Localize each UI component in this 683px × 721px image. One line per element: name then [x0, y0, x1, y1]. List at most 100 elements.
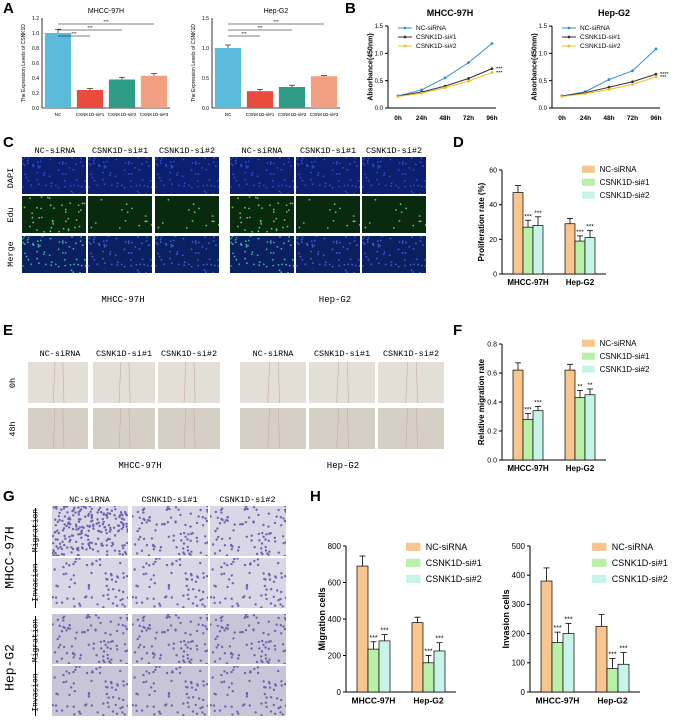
y-tick-label: 100	[512, 659, 526, 668]
e-image-48h-4	[309, 408, 375, 449]
y-axis-label: The Expression Levels of CSNK1D	[191, 24, 197, 102]
g-col-label-si2: CSNK1D-si#2	[219, 495, 276, 505]
panel-label-c: C	[3, 134, 14, 151]
y-tick-label: 200	[512, 629, 526, 638]
legend-label-2: CSNK1D-si#2	[426, 574, 482, 584]
x-tick-label: Hep-G2	[597, 696, 628, 706]
sig-label: **	[577, 383, 583, 390]
series-point-2	[396, 95, 400, 98]
legend-swatch-2	[582, 365, 595, 373]
c-image-merge-0	[22, 236, 86, 273]
g-image-3-0	[52, 666, 128, 716]
x-tick-label: NC	[55, 112, 62, 117]
bar-1-1	[422, 662, 435, 693]
c-image-merge-2	[155, 236, 219, 273]
legend-label-1: CSNK1D-si#1	[426, 558, 482, 568]
c-col-label-si1-mhcc: CSNK1D-si#1	[91, 146, 149, 156]
e-image-48h-3	[240, 408, 306, 449]
x-tick-label: 48h	[439, 115, 450, 122]
c-row-label-edu: Edu	[6, 207, 16, 223]
bar-0-1	[551, 642, 564, 693]
series-point-2	[631, 83, 634, 86]
g-col-label-si1: CSNK1D-si#1	[141, 495, 198, 505]
panel-label-e: E	[3, 322, 14, 339]
y-tick-label: 0.5	[539, 79, 548, 85]
e-col-label-si2-mhcc: CSNK1D-si#2	[160, 349, 218, 359]
y-tick-label: 0	[337, 688, 342, 697]
y-tick-label: 0.5	[375, 79, 384, 85]
g-col-label-nc: NC-siRNA	[69, 495, 110, 505]
legend-label-2: CSNK1D-si#2	[580, 43, 621, 50]
x-tick-label: 48h	[603, 115, 614, 122]
bar-1-0	[411, 622, 424, 693]
chart-title: MHCC-97H	[427, 8, 474, 18]
x-tick-label: 96h	[486, 115, 497, 122]
sig-label: ***	[496, 70, 503, 76]
g-image-1-2	[210, 558, 286, 608]
g-image-2-1	[132, 614, 208, 664]
series-point-0	[467, 61, 470, 65]
c-caption-mhcc: MHCC-97H	[101, 295, 145, 305]
sig-label: ***	[71, 31, 77, 36]
g-cell-label-mhcc: MHCC-97H	[2, 526, 18, 589]
bar-csnk1d-si#1	[76, 90, 104, 108]
y-tick-label: 0.2	[32, 91, 39, 97]
y-tick-label: 400	[512, 571, 526, 580]
y-axis-label: Proliferation rate (%)	[477, 182, 486, 261]
e-col-label-nc-mhcc: NC-siRNA	[39, 349, 81, 359]
e-image-48h-2	[158, 408, 220, 449]
e-col-label-si1-mhcc: CSNK1D-si#1	[95, 349, 153, 359]
legend-swatch-2	[592, 574, 607, 583]
y-tick-label: 1.2	[32, 16, 39, 22]
y-tick-label: 0.0	[202, 106, 209, 112]
series-point-1	[654, 72, 658, 76]
sig-label: ***	[534, 399, 542, 406]
y-tick-label: 1.5	[539, 24, 548, 30]
y-tick-label: 0.8	[487, 341, 497, 348]
sig-label: ***	[586, 224, 594, 231]
e-image-0h-3	[240, 362, 306, 403]
x-tick-label: CSNK1D-si#3	[310, 112, 339, 117]
legend-swatch-1	[582, 352, 595, 360]
y-tick-label: 1.0	[375, 51, 384, 57]
y-tick-label: 0.0	[487, 457, 497, 464]
chart-a-hepg2: Hep-G2 0.0 0.5 1.0 1.5 The Expression Levels …	[191, 8, 340, 117]
legend-label-0: NC-siRNA	[600, 165, 638, 174]
series-point-2	[490, 71, 494, 74]
g-image-0-1	[132, 506, 208, 556]
bar-csnk1d-si#2	[278, 87, 306, 108]
x-tick-label: CSNK1D-si#2	[278, 112, 307, 117]
x-tick-label: CSNK1D-si#1	[76, 112, 105, 117]
sig-label: ***	[553, 625, 561, 632]
series-point-0	[631, 69, 634, 73]
legend-marker-2	[567, 44, 571, 48]
y-tick-label: 40	[489, 202, 497, 209]
series-point-2	[560, 95, 564, 98]
series-point-0	[654, 47, 658, 51]
x-tick-label: 24h	[416, 115, 427, 122]
c-image-dapi-1	[88, 157, 152, 194]
bar-1-0	[564, 223, 576, 275]
y-tick-label: 0.4	[487, 399, 497, 406]
legend-label-0: NC-siRNA	[426, 542, 468, 552]
c-image-edu-2	[155, 196, 219, 233]
series-point-1	[490, 67, 494, 71]
panel-label-g: G	[3, 488, 15, 505]
e-col-label-nc-hep: NC-siRNA	[252, 349, 294, 359]
y-tick-label: 1.5	[202, 16, 209, 22]
c-col-label-si2-mhcc: CSNK1D-si#2	[158, 146, 216, 156]
y-tick-label: 200	[328, 651, 342, 660]
y-tick-label: 60	[489, 167, 497, 174]
e-image-0h-1	[93, 362, 155, 403]
y-tick-label: 500	[512, 542, 526, 551]
e-image-0h-5	[378, 362, 444, 403]
y-tick-label: 800	[328, 542, 342, 551]
legend-label-1: CSNK1D-si#1	[600, 352, 650, 361]
series-point-1	[607, 85, 611, 89]
legend-swatch-2	[406, 574, 421, 583]
series-point-0	[443, 76, 447, 80]
sig-label: **	[587, 382, 593, 389]
series-point-2	[584, 92, 587, 96]
legend-swatch-0	[582, 165, 595, 173]
legend-swatch-1	[406, 558, 421, 567]
